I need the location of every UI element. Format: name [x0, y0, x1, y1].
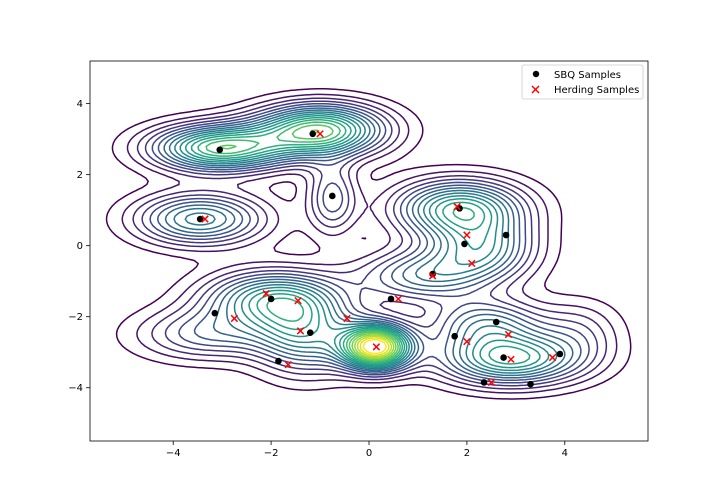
y-axis: −4 −2 0 2 4 — [68, 99, 90, 394]
sbq-sample-point — [492, 318, 500, 326]
herding-sample-point — [463, 231, 471, 239]
contour-line — [197, 119, 475, 365]
herding-sample-point — [507, 355, 515, 364]
y-tick-label: −4 — [68, 383, 83, 394]
herding-sample-point — [453, 202, 461, 211]
x-tick-label: −2 — [264, 448, 279, 459]
x-tick-label: 4 — [562, 448, 568, 459]
sbq-sample-point — [500, 354, 507, 361]
y-tick-label: 2 — [77, 170, 83, 181]
sbq-sample-point — [306, 329, 314, 336]
density-contours — [105, 88, 632, 400]
herding-sample-point — [487, 378, 496, 387]
sbq-sample-point — [556, 350, 564, 358]
sbq-sample-point — [502, 231, 510, 239]
contour-line — [179, 113, 550, 372]
contour-line — [156, 105, 582, 382]
sbq-sample-point — [480, 379, 488, 386]
herding-sample-point — [294, 296, 302, 305]
contour-line — [362, 338, 387, 355]
x-tick-label: −4 — [166, 448, 181, 459]
sbq-sample-point — [429, 270, 436, 278]
sbq-sample-point — [309, 130, 317, 138]
contour-line — [185, 114, 541, 369]
herding-sample-point — [428, 272, 437, 280]
contour-line — [132, 97, 608, 390]
herding-sample-point — [548, 353, 557, 362]
contour-line — [205, 121, 401, 363]
herding-sample-point — [296, 327, 305, 335]
herding-sample-point — [201, 215, 209, 223]
sample-markers — [196, 130, 564, 388]
herding-sample-point — [394, 295, 403, 303]
contour-line — [163, 107, 574, 379]
legend-marker-sbq — [532, 70, 540, 78]
contour-line — [353, 334, 395, 360]
sbq-sample-point — [461, 240, 468, 248]
herding-sample-point — [284, 360, 292, 369]
contour-line — [190, 116, 531, 366]
contour-line — [121, 93, 618, 394]
contour-line — [359, 337, 390, 357]
contour-line — [174, 111, 558, 374]
sbq-sample-point — [328, 192, 336, 200]
legend-label-herding: Herding Samples — [554, 85, 639, 96]
sbq-sample-point — [196, 215, 204, 223]
herding-sample-point — [316, 130, 324, 138]
legend-box — [521, 64, 644, 100]
herding-sample-point — [463, 337, 471, 346]
sbq-sample-point — [211, 309, 219, 317]
contour-line — [168, 109, 566, 377]
legend: SBQ Samples Herding Samples — [521, 64, 644, 100]
x-axis: −4 −2 0 2 4 — [166, 441, 568, 459]
x-tick-label: 0 — [366, 448, 372, 459]
contour-line — [219, 124, 399, 362]
contour-line — [141, 100, 599, 387]
herding-sample-point — [468, 259, 476, 268]
x-tick-label: 2 — [464, 448, 470, 459]
sbq-sample-point — [387, 295, 395, 303]
herding-sample-point — [372, 343, 381, 351]
herding-sample-point — [504, 330, 513, 339]
sbq-sample-point — [267, 295, 275, 303]
herding-sample-point — [343, 314, 351, 323]
contour-line — [356, 335, 393, 358]
sbq-sample-point — [451, 332, 458, 340]
legend-marker-herding — [531, 85, 540, 94]
sbq-sample-point — [527, 380, 534, 388]
y-tick-label: 4 — [77, 99, 83, 110]
sbq-sample-point — [275, 357, 282, 365]
legend-label-sbq: SBQ Samples — [554, 70, 621, 81]
herding-sample-point — [262, 289, 270, 298]
contour-line — [105, 88, 632, 400]
y-tick-label: 0 — [77, 241, 83, 252]
sbq-sample-point — [216, 146, 224, 154]
y-tick-label: −2 — [68, 312, 83, 323]
herding-sample-point — [230, 314, 239, 323]
